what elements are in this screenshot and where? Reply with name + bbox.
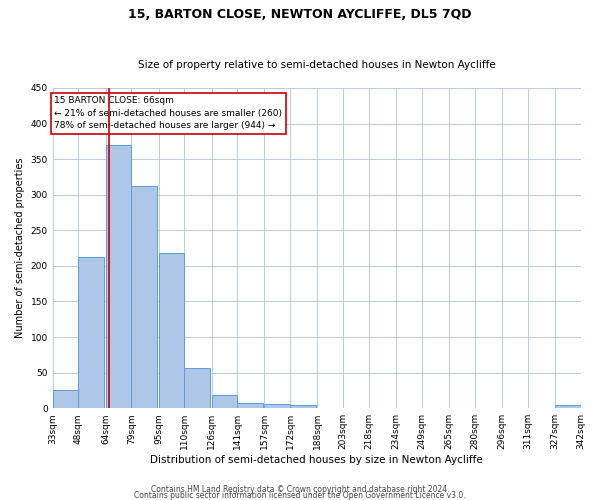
X-axis label: Distribution of semi-detached houses by size in Newton Aycliffe: Distribution of semi-detached houses by … [150,455,483,465]
Bar [265,404,290,408]
Bar [290,406,316,408]
Bar [131,186,157,408]
Bar [106,145,131,408]
Bar [184,368,210,408]
Text: Contains public sector information licensed under the Open Government Licence v3: Contains public sector information licen… [134,491,466,500]
Y-axis label: Number of semi-detached properties: Number of semi-detached properties [15,158,25,338]
Bar [237,403,263,408]
Text: 15, BARTON CLOSE, NEWTON AYCLIFFE, DL5 7QD: 15, BARTON CLOSE, NEWTON AYCLIFFE, DL5 7… [128,8,472,20]
Title: Size of property relative to semi-detached houses in Newton Aycliffe: Size of property relative to semi-detach… [138,60,496,70]
Bar [212,394,237,408]
Bar [158,253,184,408]
Bar [78,258,104,408]
Bar [53,390,78,408]
Bar [555,406,581,408]
Text: Contains HM Land Registry data © Crown copyright and database right 2024.: Contains HM Land Registry data © Crown c… [151,485,449,494]
Text: 15 BARTON CLOSE: 66sqm
← 21% of semi-detached houses are smaller (260)
78% of se: 15 BARTON CLOSE: 66sqm ← 21% of semi-det… [55,96,283,130]
